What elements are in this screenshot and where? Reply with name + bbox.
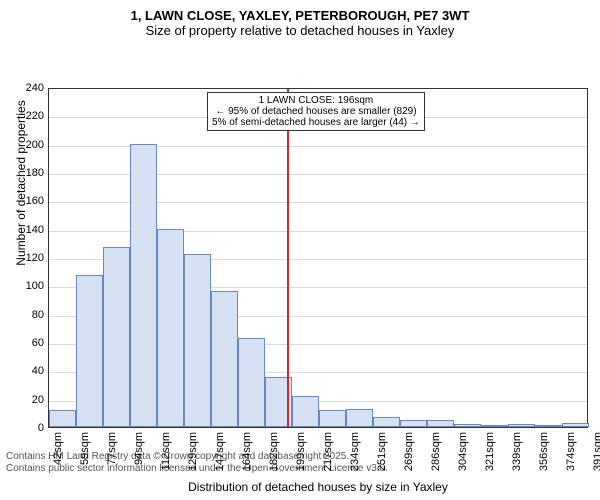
x-tick-label: 164sqm: [241, 432, 253, 471]
x-tick-label: 356sqm: [538, 432, 550, 471]
y-tick-label: 120: [16, 252, 44, 264]
histogram-bar: [400, 420, 427, 427]
histogram-bar: [454, 424, 481, 427]
histogram-bar: [49, 410, 76, 427]
histogram-bar: [130, 144, 157, 427]
x-tick-label: 112sqm: [160, 432, 172, 470]
y-tick-label: 0: [16, 422, 44, 434]
histogram-bar: [535, 425, 562, 427]
annotation-line2: ← 95% of detached houses are smaller (82…: [212, 106, 420, 117]
annotation-line3: 5% of semi-detached houses are larger (4…: [212, 117, 420, 128]
x-tick-label: 199sqm: [295, 432, 307, 471]
y-tick-label: 160: [16, 195, 44, 207]
histogram-bar: [292, 396, 319, 427]
x-tick-label: 94sqm: [133, 432, 145, 465]
x-tick-label: 286sqm: [430, 432, 442, 471]
x-tick-label: 321sqm: [484, 432, 496, 471]
histogram-bar: [103, 247, 130, 427]
x-tick-label: 374sqm: [565, 432, 577, 471]
x-tick-label: 234sqm: [349, 432, 361, 471]
y-tick-label: 60: [16, 337, 44, 349]
x-axis-label: Distribution of detached houses by size …: [48, 480, 588, 494]
x-tick-label: 59sqm: [79, 432, 91, 465]
x-tick-label: 77sqm: [106, 432, 118, 465]
reference-line: [287, 89, 289, 427]
histogram-bar: [481, 425, 508, 427]
y-tick-label: 220: [16, 110, 44, 122]
x-tick-label: 269sqm: [403, 432, 415, 471]
y-tick-label: 100: [16, 280, 44, 292]
histogram-bar: [238, 338, 265, 427]
y-tick-label: 200: [16, 139, 44, 151]
histogram-bar: [184, 254, 211, 427]
histogram-bar: [211, 291, 238, 427]
chart-outer: Number of detached properties Distributi…: [0, 42, 600, 447]
y-tick-label: 40: [16, 365, 44, 377]
x-tick-label: 391sqm: [592, 432, 600, 471]
histogram-bar: [319, 410, 346, 427]
x-tick-label: 147sqm: [214, 432, 226, 471]
histogram-bar: [427, 420, 454, 427]
annotation-line1: 1 LAWN CLOSE: 196sqm: [212, 95, 420, 106]
x-tick-label: 217sqm: [322, 432, 334, 471]
chart-title-line1: 1, LAWN CLOSE, YAXLEY, PETERBOROUGH, PE7…: [0, 0, 600, 23]
annotation-box: 1 LAWN CLOSE: 196sqm← 95% of detached ho…: [207, 92, 425, 131]
x-tick-label: 42sqm: [52, 432, 64, 465]
x-tick-label: 182sqm: [268, 432, 280, 471]
histogram-bar: [508, 424, 535, 427]
y-tick-label: 140: [16, 224, 44, 236]
x-tick-label: 304sqm: [457, 432, 469, 471]
x-tick-label: 129sqm: [187, 432, 199, 471]
plot-area: [48, 88, 588, 428]
histogram-bar: [157, 229, 184, 427]
y-tick-label: 20: [16, 394, 44, 406]
x-tick-label: 251sqm: [376, 432, 388, 471]
histogram-bar: [562, 423, 589, 427]
histogram-bar: [76, 275, 103, 427]
y-axis-label: Number of detached properties: [14, 13, 28, 353]
histogram-bar: [346, 409, 373, 427]
y-tick-label: 180: [16, 167, 44, 179]
chart-title-line2: Size of property relative to detached ho…: [0, 23, 600, 42]
x-tick-label: 339sqm: [511, 432, 523, 471]
histogram-bar: [373, 417, 400, 427]
chart-container: 1, LAWN CLOSE, YAXLEY, PETERBOROUGH, PE7…: [0, 0, 600, 500]
y-tick-label: 240: [16, 82, 44, 94]
y-tick-label: 80: [16, 309, 44, 321]
